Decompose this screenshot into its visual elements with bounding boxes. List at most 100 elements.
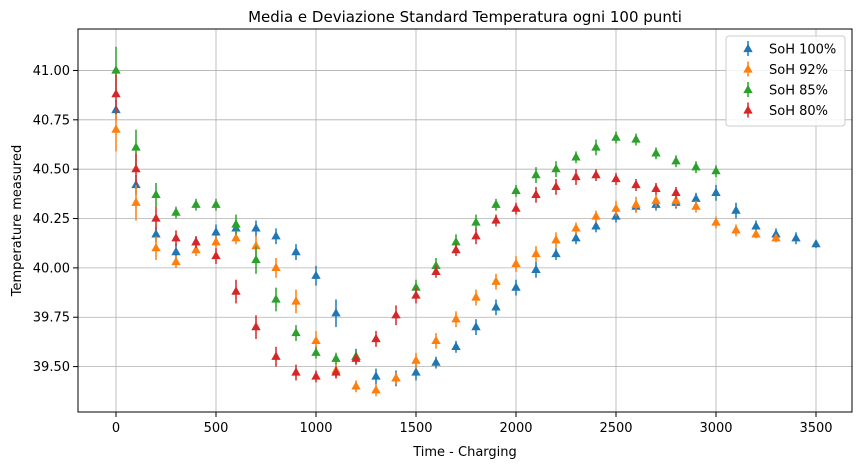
data-point <box>771 233 781 242</box>
data-point <box>571 171 581 181</box>
x-tick-label: 1500 <box>399 421 432 436</box>
data-point <box>651 148 661 157</box>
data-point <box>731 205 741 214</box>
data-point <box>411 282 421 291</box>
data-point <box>551 181 561 191</box>
data-point <box>231 219 241 228</box>
data-point <box>351 353 361 362</box>
chart-title: Media e Deviazione Standard Temperatura … <box>248 8 682 26</box>
y-tick-label: 39.75 <box>33 311 70 326</box>
data-point <box>711 187 721 196</box>
data-point <box>671 156 681 165</box>
data-point <box>451 244 461 254</box>
data-point <box>791 233 801 242</box>
data-point <box>591 169 601 179</box>
legend-item: SoH 100% <box>743 41 836 58</box>
data-point <box>511 203 521 212</box>
data-point <box>471 292 481 301</box>
data-point <box>591 221 601 230</box>
data-point <box>151 229 161 238</box>
x-tick-label: 0 <box>112 421 120 436</box>
data-point <box>811 238 821 248</box>
data-point <box>171 246 181 256</box>
data-point <box>171 233 181 242</box>
y-tick-label: 41.00 <box>33 64 70 79</box>
legend-marker <box>743 105 753 114</box>
data-point <box>311 347 321 356</box>
data-point <box>251 240 261 250</box>
data-point <box>211 199 221 208</box>
data-point <box>551 163 561 173</box>
data-point <box>191 199 201 208</box>
legend-label: SoH 100% <box>769 43 836 58</box>
data-point <box>631 179 641 189</box>
data-point <box>391 310 401 319</box>
data-point <box>511 282 521 291</box>
data-point <box>171 207 181 216</box>
data-point <box>431 266 441 275</box>
data-point <box>491 199 501 208</box>
data-point <box>671 187 681 196</box>
y-tick-label: 40.50 <box>33 163 70 178</box>
data-point <box>351 381 361 390</box>
legend-label: SoH 85% <box>769 84 828 99</box>
data-point <box>191 237 201 246</box>
data-point <box>751 229 761 238</box>
data-point <box>131 142 141 151</box>
data-point <box>111 124 121 133</box>
data-point <box>271 351 281 360</box>
plot-area-frame <box>77 28 853 413</box>
data-point <box>331 308 341 317</box>
x-axis-label: Time - Charging <box>412 445 517 460</box>
data-point <box>451 341 461 350</box>
data-point <box>571 233 581 242</box>
data-point <box>671 195 681 204</box>
data-point <box>251 223 261 232</box>
data-point <box>511 185 521 195</box>
data-point <box>211 237 221 246</box>
data-point <box>311 371 321 380</box>
x-tick-label: 2000 <box>499 421 532 436</box>
data-point <box>111 65 121 74</box>
data-point <box>331 367 341 376</box>
data-point <box>171 256 181 266</box>
legend-label: SoH 92% <box>769 63 828 78</box>
x-tick-label: 2500 <box>599 421 632 436</box>
data-point <box>291 327 301 337</box>
series-3 <box>111 46 721 365</box>
data-point <box>491 276 501 285</box>
data-point <box>711 165 721 175</box>
data-point <box>231 286 241 295</box>
y-axis-label: Temperature measured <box>10 145 25 297</box>
y-tick-label: 40.75 <box>33 113 70 128</box>
data-point <box>531 189 541 198</box>
data-point <box>451 237 461 246</box>
data-point <box>151 189 161 198</box>
legend-marker <box>743 43 753 53</box>
legend-marker <box>743 84 753 94</box>
data-point <box>491 215 501 224</box>
data-point <box>411 367 421 376</box>
data-point <box>271 231 281 240</box>
data-point <box>391 373 401 382</box>
data-point <box>531 248 541 258</box>
data-point <box>491 302 501 311</box>
data-point <box>111 88 121 98</box>
series-4 <box>111 74 681 383</box>
data-point <box>251 254 261 264</box>
y-tick-label: 39.50 <box>33 360 70 375</box>
data-point <box>611 173 621 183</box>
data-point <box>431 357 441 366</box>
data-point <box>691 193 701 202</box>
data-point <box>431 260 441 270</box>
x-tick-label: 500 <box>204 421 229 436</box>
legend-label: SoH 80% <box>769 104 828 119</box>
data-point <box>371 371 381 380</box>
data-point <box>471 231 481 240</box>
data-point <box>571 152 581 161</box>
data-point <box>251 321 261 331</box>
data-point <box>611 203 621 212</box>
data-point <box>131 197 141 206</box>
legend: SoH 100% SoH 92% SoH 85% SoH 80% <box>725 35 846 127</box>
series-2 <box>111 107 781 397</box>
